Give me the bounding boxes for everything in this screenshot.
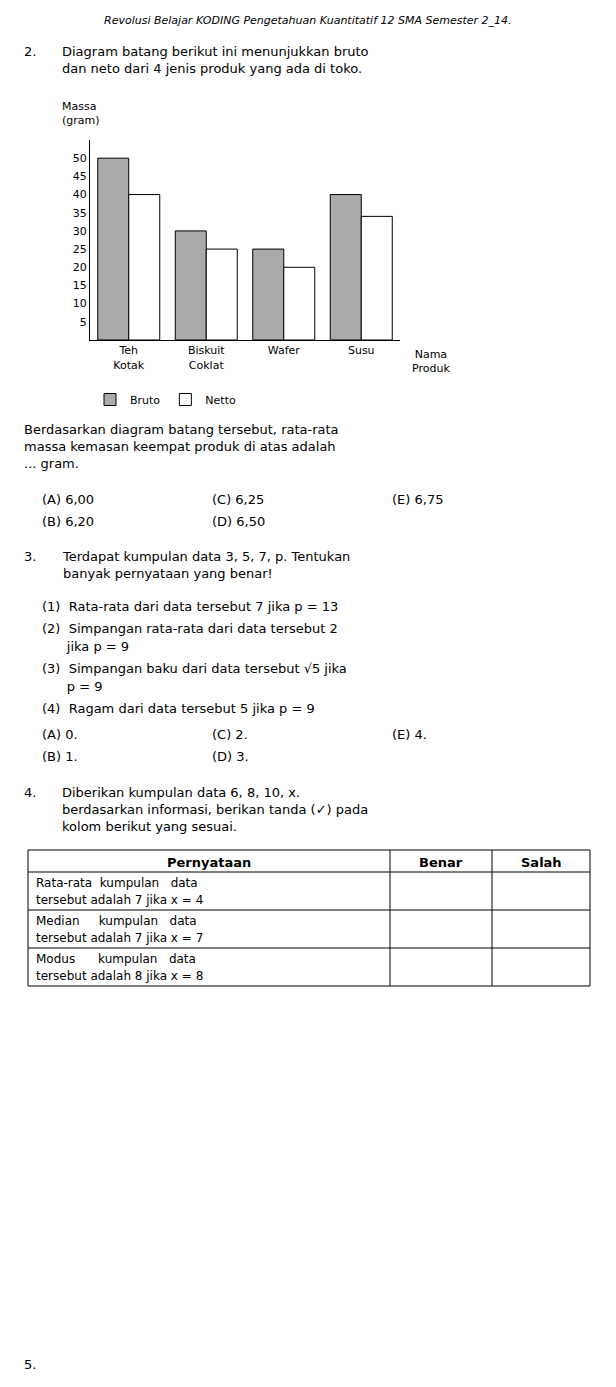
svg-text:p = 9: p = 9 bbox=[42, 679, 102, 694]
svg-text:Rata-rata kumpulan data: Rata-rata kumpulan data bbox=[36, 876, 198, 890]
svg-text:(C) 6,25: (C) 6,25 bbox=[212, 492, 264, 507]
svg-text:15: 15 bbox=[73, 279, 87, 292]
svg-text:tersebut adalah 7 jika x = 7: tersebut adalah 7 jika x = 7 bbox=[36, 931, 203, 945]
svg-text:tersebut adalah 8 jika x = 8: tersebut adalah 8 jika x = 8 bbox=[36, 969, 203, 983]
svg-text:50: 50 bbox=[73, 152, 87, 165]
svg-text:(D) 3.: (D) 3. bbox=[212, 749, 249, 764]
svg-text:Berdasarkan diagram batang ter: Berdasarkan diagram batang tersebut, rat… bbox=[24, 422, 339, 471]
svg-text:(4) Ragam dari data tersebut: (4) Ragam dari data tersebut 5 jika p = … bbox=[42, 701, 315, 716]
svg-text:4.: 4. bbox=[24, 785, 36, 800]
svg-text:Susu: Susu bbox=[348, 344, 375, 357]
svg-text:Median kumpulan data: Median kumpulan data bbox=[36, 914, 197, 928]
svg-text:TehKotak: TehKotak bbox=[113, 344, 144, 371]
svg-text:(A) 0.: (A) 0. bbox=[42, 727, 78, 742]
svg-text:(B) 6,20: (B) 6,20 bbox=[42, 514, 94, 529]
svg-text:Diberikan kumpulan data 6, 8,: Diberikan kumpulan data 6, 8, 10, x.berd… bbox=[62, 785, 368, 834]
svg-text:Salah: Salah bbox=[521, 855, 562, 870]
svg-text:Bruto: Bruto bbox=[130, 394, 160, 407]
svg-text:BiskuitCoklat: BiskuitCoklat bbox=[188, 344, 225, 371]
svg-text:25: 25 bbox=[73, 243, 87, 256]
svg-text:Pernyataan: Pernyataan bbox=[167, 855, 251, 870]
svg-text:(1) Rata-rata dari data terse: (1) Rata-rata dari data tersebut 7 jika … bbox=[42, 599, 338, 614]
svg-text:(A) 6,00: (A) 6,00 bbox=[42, 492, 94, 507]
svg-text:(B) 1.: (B) 1. bbox=[42, 749, 78, 764]
svg-text:Benar: Benar bbox=[419, 855, 463, 870]
svg-text:Revolusi Belajar KODING Penget: Revolusi Belajar KODING Pengetahuan Kuan… bbox=[104, 14, 512, 27]
svg-text:2.: 2. bbox=[24, 44, 36, 59]
svg-text:Diagram batang berikut ini men: Diagram batang berikut ini menunjukkan b… bbox=[62, 44, 369, 76]
svg-text:NamaProduk: NamaProduk bbox=[412, 348, 450, 375]
svg-text:(2) Simpangan rata-rata dari: (2) Simpangan rata-rata dari data terseb… bbox=[42, 621, 338, 636]
svg-text:3.: 3. bbox=[24, 549, 36, 564]
svg-text:Massa(gram): Massa(gram) bbox=[62, 100, 100, 127]
svg-text:(D) 6,50: (D) 6,50 bbox=[212, 514, 265, 529]
svg-text:Netto: Netto bbox=[205, 394, 236, 407]
svg-text:30: 30 bbox=[73, 225, 87, 238]
svg-text:tersebut adalah 7 jika x = 4: tersebut adalah 7 jika x = 4 bbox=[36, 893, 203, 907]
svg-text:10: 10 bbox=[73, 297, 87, 310]
svg-text:(E) 4.: (E) 4. bbox=[392, 727, 427, 742]
svg-text:Modus kumpulan data: Modus kumpulan data bbox=[36, 952, 196, 966]
svg-text:jika p = 9: jika p = 9 bbox=[42, 639, 129, 654]
svg-text:Terdapat kumpulan data 3, 5, 7: Terdapat kumpulan data 3, 5, 7, p. Tentu… bbox=[62, 549, 350, 581]
svg-text:20: 20 bbox=[73, 261, 87, 274]
svg-text:35: 35 bbox=[73, 207, 87, 220]
svg-text:40: 40 bbox=[73, 188, 87, 201]
svg-text:(3) Simpangan baku dari data: (3) Simpangan baku dari data tersebut √5… bbox=[42, 661, 347, 676]
svg-text:Wafer: Wafer bbox=[268, 344, 301, 357]
svg-text:5.: 5. bbox=[24, 1357, 36, 1372]
svg-text:45: 45 bbox=[73, 170, 87, 183]
svg-text:5: 5 bbox=[80, 316, 87, 329]
svg-text:(E) 6,75: (E) 6,75 bbox=[392, 492, 443, 507]
svg-text:(C) 2.: (C) 2. bbox=[212, 727, 248, 742]
